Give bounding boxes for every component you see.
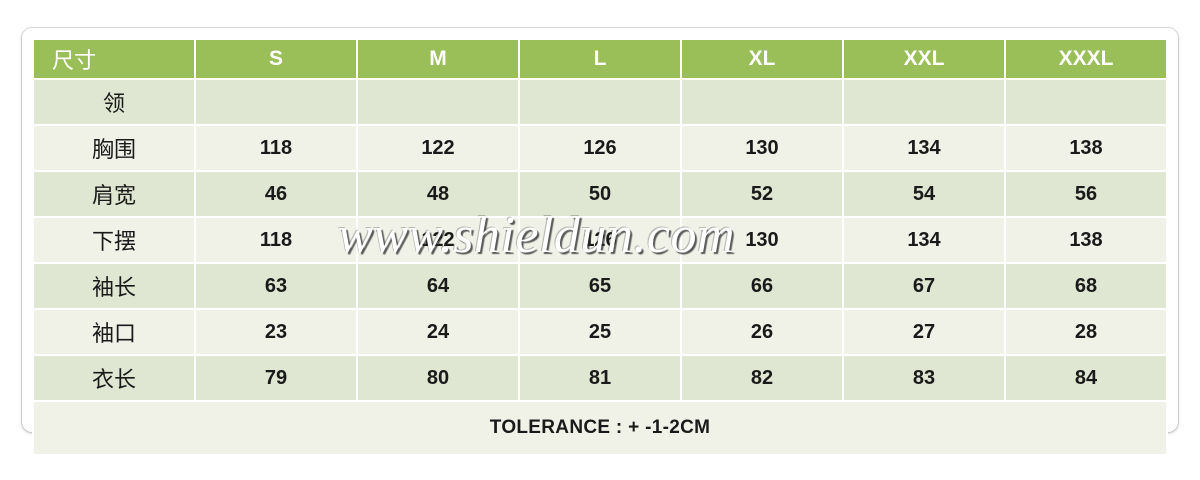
cell-collar-xxl: [842, 78, 1006, 126]
column-header-xxl: XXL: [842, 38, 1006, 80]
column-header-l: L: [518, 38, 682, 80]
cell-garment-length-s: 79: [194, 354, 358, 402]
column-header-s: S: [194, 38, 358, 80]
cell-chest-m: 122: [356, 124, 520, 172]
cell-shoulder-m: 48: [356, 170, 520, 218]
cell-garment-length-xl: 82: [680, 354, 844, 402]
tolerance-note: TOLERANCE : + -1-2CM: [32, 400, 1168, 456]
cell-shoulder-xxxl: 56: [1004, 170, 1168, 218]
cell-collar-l: [518, 78, 682, 126]
table-row: 下摆 118 122 126 130 134 138: [32, 216, 1168, 264]
table-row: 领: [32, 78, 1168, 126]
cell-sleeve-length-s: 63: [194, 262, 358, 310]
column-header-xxxl: XXXL: [1004, 38, 1168, 80]
row-label-cuff: 袖口: [32, 308, 196, 356]
cell-collar-s: [194, 78, 358, 126]
cell-cuff-l: 25: [518, 308, 682, 356]
cell-chest-xl: 130: [680, 124, 844, 172]
cell-shoulder-l: 50: [518, 170, 682, 218]
cell-garment-length-xxxl: 84: [1004, 354, 1168, 402]
column-header-measurement: 尺寸: [32, 38, 196, 80]
row-label-shoulder: 肩宽: [32, 170, 196, 218]
cell-collar-xl: [680, 78, 844, 126]
cell-sleeve-length-l: 65: [518, 262, 682, 310]
cell-chest-xxl: 134: [842, 124, 1006, 172]
table-footer-row: TOLERANCE : + -1-2CM: [32, 400, 1168, 456]
table-row: 袖口 23 24 25 26 27 28: [32, 308, 1168, 356]
table-row: 袖长 63 64 65 66 67 68: [32, 262, 1168, 310]
cell-cuff-s: 23: [194, 308, 358, 356]
column-header-m: M: [356, 38, 520, 80]
cell-cuff-m: 24: [356, 308, 520, 356]
cell-cuff-xl: 26: [680, 308, 844, 356]
column-header-xl: XL: [680, 38, 844, 80]
size-chart-frame: 尺寸 S M L XL XXL XXXL 领: [22, 28, 1178, 456]
table-row: 衣长 79 80 81 82 83 84: [32, 354, 1168, 402]
table-body: 领 胸围 118 122 126 130 134 138: [32, 78, 1168, 456]
table-row: 肩宽 46 48 50 52 54 56: [32, 170, 1168, 218]
row-label-garment-length: 衣长: [32, 354, 196, 402]
cell-sleeve-length-xl: 66: [680, 262, 844, 310]
row-label-chest: 胸围: [32, 124, 196, 172]
table-header: 尺寸 S M L XL XXL XXXL: [32, 38, 1168, 80]
cell-hem-xxl: 134: [842, 216, 1006, 264]
cell-sleeve-length-xxxl: 68: [1004, 262, 1168, 310]
cell-garment-length-l: 81: [518, 354, 682, 402]
cell-shoulder-s: 46: [194, 170, 358, 218]
cell-chest-xxxl: 138: [1004, 124, 1168, 172]
cell-shoulder-xl: 52: [680, 170, 844, 218]
cell-cuff-xxxl: 28: [1004, 308, 1168, 356]
cell-hem-l: 126: [518, 216, 682, 264]
cell-garment-length-xxl: 83: [842, 354, 1006, 402]
cell-sleeve-length-xxl: 67: [842, 262, 1006, 310]
cell-hem-xxxl: 138: [1004, 216, 1168, 264]
size-chart-table: 尺寸 S M L XL XXL XXXL 领: [32, 38, 1168, 456]
cell-hem-xl: 130: [680, 216, 844, 264]
row-label-hem: 下摆: [32, 216, 196, 264]
cell-chest-s: 118: [194, 124, 358, 172]
cell-collar-xxxl: [1004, 78, 1168, 126]
row-label-collar: 领: [32, 78, 196, 126]
cell-hem-s: 118: [194, 216, 358, 264]
cell-chest-l: 126: [518, 124, 682, 172]
table-row: 胸围 118 122 126 130 134 138: [32, 124, 1168, 172]
row-label-sleeve-length: 袖长: [32, 262, 196, 310]
cell-sleeve-length-m: 64: [356, 262, 520, 310]
header-row: 尺寸 S M L XL XXL XXXL: [32, 38, 1168, 80]
cell-collar-m: [356, 78, 520, 126]
cell-shoulder-xxl: 54: [842, 170, 1006, 218]
cell-garment-length-m: 80: [356, 354, 520, 402]
cell-hem-m: 122: [356, 216, 520, 264]
cell-cuff-xxl: 27: [842, 308, 1006, 356]
